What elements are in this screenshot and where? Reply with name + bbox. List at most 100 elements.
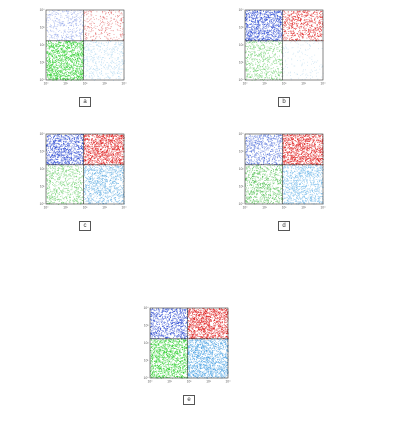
event-point xyxy=(75,156,77,158)
event-point xyxy=(75,19,77,20)
event-point xyxy=(278,36,280,38)
event-point xyxy=(266,29,268,31)
event-point xyxy=(51,45,53,47)
event-point xyxy=(281,67,283,68)
event-point xyxy=(96,41,97,43)
event-point xyxy=(318,28,319,30)
event-point xyxy=(66,15,68,17)
event-point xyxy=(251,14,252,16)
event-point xyxy=(251,39,252,41)
event-point xyxy=(309,45,311,47)
event-point xyxy=(269,37,271,39)
event-point xyxy=(283,71,285,73)
event-point xyxy=(96,36,98,38)
event-point xyxy=(290,37,292,39)
event-point xyxy=(279,26,280,27)
event-point xyxy=(281,63,283,65)
event-point xyxy=(247,74,249,75)
event-point xyxy=(281,49,283,51)
event-point xyxy=(73,10,75,12)
event-point xyxy=(91,40,93,41)
event-point xyxy=(95,68,97,70)
event-point xyxy=(287,19,288,21)
event-point xyxy=(291,21,293,22)
event-point xyxy=(247,42,249,43)
event-point xyxy=(267,26,269,28)
event-point xyxy=(277,31,279,32)
event-point xyxy=(316,36,318,37)
event-point xyxy=(86,50,88,51)
event-point xyxy=(245,28,247,30)
event-point xyxy=(248,55,249,56)
event-point xyxy=(102,20,104,22)
event-point xyxy=(114,73,116,75)
event-point xyxy=(117,59,119,60)
event-point xyxy=(115,23,117,25)
event-point xyxy=(267,50,268,51)
event-point xyxy=(103,43,105,45)
y-tick-label: 10¹ xyxy=(239,61,244,65)
event-point xyxy=(267,48,269,50)
event-point xyxy=(106,18,108,20)
event-point xyxy=(116,62,118,64)
event-point xyxy=(58,153,60,155)
event-point xyxy=(276,77,278,79)
event-point xyxy=(258,68,260,70)
event-point xyxy=(51,67,52,68)
event-point xyxy=(250,53,251,55)
event-point xyxy=(52,56,53,58)
event-point xyxy=(314,22,315,24)
event-point xyxy=(49,68,50,70)
event-point xyxy=(255,62,257,64)
event-point xyxy=(81,67,82,69)
event-point xyxy=(86,38,88,39)
event-point xyxy=(71,74,73,76)
event-point xyxy=(69,152,71,154)
event-point xyxy=(87,59,88,61)
event-point xyxy=(252,38,254,40)
event-point xyxy=(121,41,123,42)
event-point xyxy=(107,48,109,50)
event-point xyxy=(252,11,253,13)
event-point xyxy=(101,42,102,44)
event-point xyxy=(286,19,288,20)
event-point xyxy=(271,42,272,44)
event-point xyxy=(64,68,66,70)
event-point xyxy=(253,15,255,16)
event-point xyxy=(57,51,58,53)
event-point xyxy=(58,149,60,151)
event-point xyxy=(119,62,121,64)
event-point xyxy=(313,31,315,33)
event-point xyxy=(260,17,262,19)
event-point xyxy=(307,43,308,44)
event-point xyxy=(113,49,115,50)
event-point xyxy=(284,22,286,24)
event-point xyxy=(76,55,78,57)
event-point xyxy=(86,21,88,23)
event-point xyxy=(295,28,297,29)
event-point xyxy=(272,33,274,35)
event-point xyxy=(256,24,257,26)
event-point xyxy=(268,41,269,43)
event-point xyxy=(275,41,277,43)
event-point xyxy=(269,57,271,58)
event-point xyxy=(96,56,98,58)
event-point xyxy=(80,43,82,45)
event-point xyxy=(103,18,105,20)
event-point xyxy=(101,22,102,23)
event-point xyxy=(277,39,279,41)
event-point xyxy=(57,24,59,26)
event-point xyxy=(246,18,248,20)
event-point xyxy=(76,152,78,154)
event-point xyxy=(253,14,254,16)
event-point xyxy=(121,68,123,69)
event-point xyxy=(88,26,89,28)
event-point xyxy=(279,44,280,45)
event-point xyxy=(60,49,62,50)
event-point xyxy=(274,36,276,38)
event-point xyxy=(275,32,276,33)
event-point xyxy=(256,44,258,46)
event-point xyxy=(262,32,264,34)
event-point xyxy=(267,15,269,16)
event-point xyxy=(275,69,276,71)
